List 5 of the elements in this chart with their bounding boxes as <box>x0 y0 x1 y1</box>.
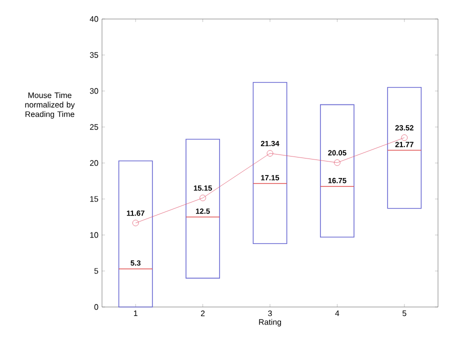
point <box>334 159 340 166</box>
point <box>401 134 408 141</box>
point <box>132 220 139 226</box>
point <box>200 194 206 202</box>
point <box>266 150 274 157</box>
